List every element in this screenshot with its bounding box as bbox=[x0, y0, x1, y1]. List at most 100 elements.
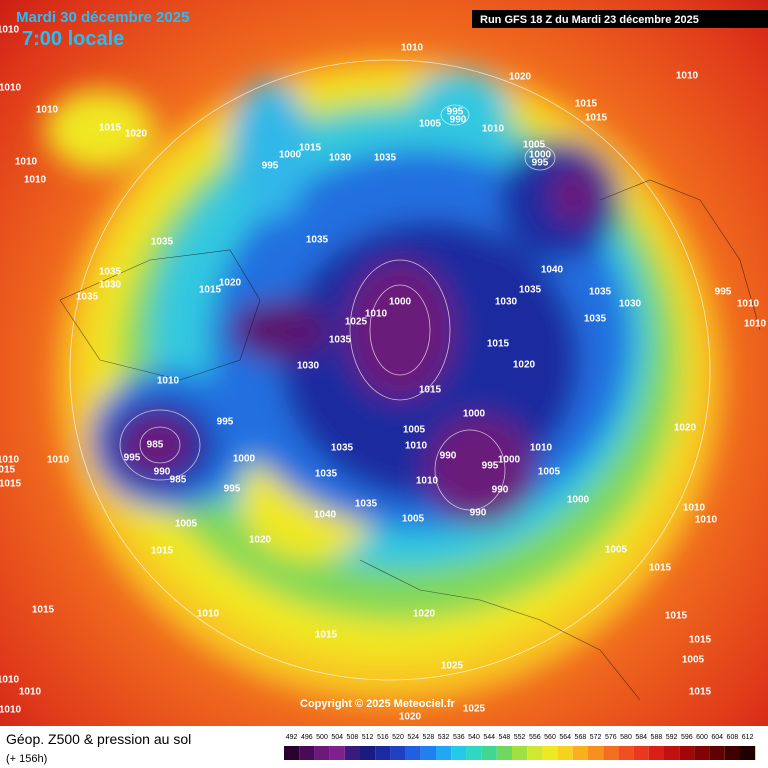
isobar-label: 1020 bbox=[399, 712, 422, 723]
isobar-label: 1010 bbox=[0, 25, 20, 36]
isobar-label: 990 bbox=[492, 485, 509, 496]
colorbar-label: 520 bbox=[392, 734, 404, 741]
colorbar-swatch bbox=[299, 746, 315, 760]
copyright: Copyright © 2025 Meteociel.fr bbox=[300, 698, 456, 710]
isobar-label: 995 bbox=[447, 107, 464, 118]
colorbar-label: 540 bbox=[468, 734, 480, 741]
isobar-label: 1010 bbox=[676, 71, 699, 82]
colorbar-label: 496 bbox=[301, 734, 313, 741]
isobar-label: 985 bbox=[147, 440, 164, 451]
run-info: Run GFS 18 Z du Mardi 23 décembre 2025 bbox=[480, 14, 699, 26]
isobar-label: 1040 bbox=[541, 265, 564, 276]
isobar-label: 1040 bbox=[314, 510, 337, 521]
colorbar-swatch bbox=[344, 746, 360, 760]
colorbar-swatch bbox=[588, 746, 604, 760]
isobar-label: 990 bbox=[440, 451, 457, 462]
isobar-label: 1010 bbox=[0, 705, 22, 716]
colorbar-swatch bbox=[633, 746, 649, 760]
isobar-label: 1010 bbox=[365, 309, 388, 320]
isobar-label: 990 bbox=[470, 508, 487, 519]
colorbar-label: 588 bbox=[651, 734, 663, 741]
isobar-label: 1015 bbox=[0, 465, 16, 476]
isobar-label: 1010 bbox=[15, 157, 38, 168]
isobar-label: 1000 bbox=[498, 455, 521, 466]
colorbar-label: 536 bbox=[453, 734, 465, 741]
colorbar-label: 576 bbox=[605, 734, 617, 741]
isobar-label: 990 bbox=[154, 467, 171, 478]
isobar-label: 995 bbox=[262, 161, 279, 172]
isobar-label: 995 bbox=[482, 461, 499, 472]
isobar-label: 1010 bbox=[737, 299, 760, 310]
isobar-label: 1035 bbox=[306, 235, 329, 246]
colorbar-label: 532 bbox=[438, 734, 450, 741]
colorbar-swatch bbox=[390, 746, 406, 760]
isobar-label: 1035 bbox=[329, 335, 352, 346]
colorbar-label: 564 bbox=[559, 734, 571, 741]
colorbar-label: 524 bbox=[407, 734, 419, 741]
isobar-label: 1020 bbox=[674, 423, 697, 434]
isobar-label: 1010 bbox=[0, 455, 20, 466]
isobar-label: 1005 bbox=[605, 545, 628, 556]
colorbar-swatch bbox=[284, 746, 300, 760]
isobar-label: 1015 bbox=[299, 143, 322, 154]
isobar-label: 1000 bbox=[389, 297, 412, 308]
isobar-label: 1005 bbox=[419, 119, 442, 130]
colorbar-label: 504 bbox=[331, 734, 343, 741]
isobar-label: 1010 bbox=[19, 687, 42, 698]
colorbar-label: 500 bbox=[316, 734, 328, 741]
colorbar-label: 512 bbox=[362, 734, 374, 741]
isobar-label: 1015 bbox=[315, 630, 338, 641]
date: Mardi 30 décembre 2025 bbox=[16, 9, 189, 26]
isobar-label: 1010 bbox=[744, 319, 767, 330]
isobar-label: 995 bbox=[124, 453, 141, 464]
isobar-label: 985 bbox=[170, 475, 187, 486]
colorbar-swatch bbox=[451, 746, 467, 760]
colorbar-swatch bbox=[572, 746, 588, 760]
colorbar-swatch bbox=[542, 746, 558, 760]
isobar-label: 1035 bbox=[374, 153, 397, 164]
isobar-label: 990 bbox=[450, 115, 467, 126]
isobar-label: 1000 bbox=[233, 454, 256, 465]
colorbar-swatch bbox=[557, 746, 573, 760]
isobar-label: 1015 bbox=[32, 605, 55, 616]
isobar-label: 1010 bbox=[405, 441, 428, 452]
isobar-label: 1010 bbox=[197, 609, 220, 620]
colorbar-label: 560 bbox=[544, 734, 556, 741]
isobar-label: 1000 bbox=[567, 495, 590, 506]
isobar-label: 1030 bbox=[297, 361, 320, 372]
isobar-label: 1005 bbox=[538, 467, 561, 478]
isobar-label: 1005 bbox=[523, 140, 546, 151]
isobar-label: 1020 bbox=[125, 129, 148, 140]
isobar-label: 1015 bbox=[689, 635, 712, 646]
isobar-label: 1025 bbox=[441, 661, 464, 672]
isobar-label: 1030 bbox=[619, 299, 642, 310]
isobar-label: 1035 bbox=[519, 285, 542, 296]
colorbar-label: 492 bbox=[286, 734, 298, 741]
isobar-label: 1000 bbox=[529, 150, 552, 161]
isobar-label: 1015 bbox=[0, 479, 22, 490]
colorbar-swatch bbox=[436, 746, 452, 760]
isobar-label: 1020 bbox=[249, 535, 272, 546]
isobar-label: 1010 bbox=[0, 675, 20, 686]
isobar-label: 1005 bbox=[402, 514, 425, 525]
isobar-label: 1015 bbox=[689, 687, 712, 698]
colorbar-swatch bbox=[648, 746, 664, 760]
isobar-label: 1015 bbox=[99, 123, 122, 134]
colorbar-label: 592 bbox=[666, 734, 678, 741]
isobar-label: 1020 bbox=[513, 360, 536, 371]
isobar-label: 1015 bbox=[585, 113, 608, 124]
colorbar-label: 528 bbox=[423, 734, 435, 741]
colorbar-swatch bbox=[694, 746, 710, 760]
isobar-label: 1015 bbox=[487, 339, 510, 350]
isobar-label: 1015 bbox=[199, 285, 222, 296]
isobar-label: 1020 bbox=[509, 72, 532, 83]
colorbar-label: 596 bbox=[681, 734, 693, 741]
time: 7:00 locale bbox=[22, 28, 124, 50]
colorbar-swatch bbox=[481, 746, 497, 760]
isobar-label: 1035 bbox=[99, 267, 122, 278]
isobar-label: 1035 bbox=[584, 314, 607, 325]
isobar-label: 1035 bbox=[151, 237, 174, 248]
colorbar-swatch bbox=[740, 746, 756, 760]
isobar-label: 1015 bbox=[649, 563, 672, 574]
isobar-label: 1015 bbox=[151, 546, 174, 557]
